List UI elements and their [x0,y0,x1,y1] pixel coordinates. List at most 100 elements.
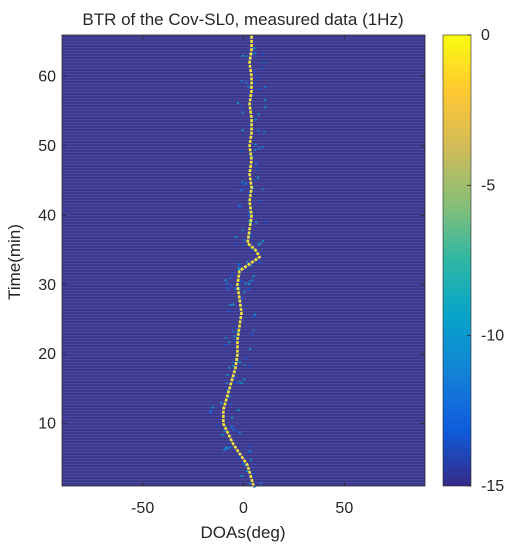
speckle-cell [255,221,258,224]
speckle-cell [244,357,248,360]
speckle-cell [251,279,254,282]
speckle-cell [231,416,234,419]
speckle-cell [223,430,226,432]
speckle-cell [250,235,254,237]
y-tick-label: 30 [38,277,56,294]
speckle-cell [246,261,249,263]
speckle-cell [237,457,241,459]
speckle-cell [229,403,233,405]
y-tick-label: 10 [38,416,56,433]
speckle-cell [250,333,253,336]
speckle-cell [247,288,250,290]
speckle-cell [259,199,262,202]
speckle-cell [229,304,232,306]
axis-ticks: -50 0 50 10 20 30 40 50 60 [38,35,425,517]
speckle-cell [240,304,244,307]
speckle-cell [237,268,241,271]
speckle-cell [232,428,235,431]
chart-title: BTR of the Cov-SL0, measured data (1Hz) [82,10,403,29]
speckle-cell [226,282,229,285]
speckle-cell [248,214,251,216]
speckle-cell [225,382,228,384]
speckle-cell [236,102,239,104]
speckle-cell [244,464,247,467]
y-tick-label: 60 [38,69,56,86]
speckle-cell [224,448,227,451]
speckle-cell [238,361,242,364]
speckle-cell [257,88,261,90]
colorbar-tick-label: -5 [481,177,495,194]
speckle-cell [241,180,244,183]
speckle-cell [227,341,231,344]
speckle-cell [240,296,244,299]
speckle-cell [254,178,257,181]
speckle-cell [239,189,242,192]
peak-ridge-line [222,35,261,487]
speckle-cell [261,146,264,148]
y-tick-label: 20 [38,346,56,363]
speckle-cell [235,235,238,238]
speckle-cell [249,450,252,452]
speckle-cell [233,376,236,379]
speckle-cell [232,303,235,306]
y-axis-label: Time(min) [5,224,24,300]
colorbar [442,34,472,487]
speckle-cell [228,277,232,280]
speckle-cell [258,261,262,264]
speckle-cell [216,424,219,427]
colorbar-tick-label: -10 [481,328,504,345]
speckle-cell [226,287,229,289]
speckle-cell [263,130,266,133]
speckle-cell [233,340,236,342]
heatmap-background [62,35,425,486]
x-tick-label: -50 [131,500,154,517]
speckle-cell [227,310,231,312]
speckle-cell [261,52,264,55]
speckle-cell [253,485,256,488]
speckle-cell [248,482,252,485]
speckle-cell [245,470,249,472]
speckle-cell [223,343,227,346]
speckle-cell [243,290,246,293]
speckle-cell [257,243,260,246]
speckle-cell [248,445,251,448]
speckle-cell [261,240,265,242]
speckle-cell [230,426,234,429]
speckle-cell [247,210,251,213]
speckle-cell [252,329,255,332]
speckle-cell [238,431,241,434]
speckle-cell [211,406,214,409]
speckle-cell [220,401,223,404]
speckle-cell [209,411,212,414]
speckle-cell [256,176,260,179]
speckle-cell [235,242,238,245]
speckle-cell [242,243,245,246]
speckle-cell [231,330,234,333]
speckle-cell [243,378,246,381]
speckle-cell [252,275,256,278]
speckle-cell [239,105,243,108]
speckle-cell [231,365,235,367]
speckle-cell [243,239,246,242]
speckle-cell [231,273,235,276]
speckle-cell [238,206,242,209]
speckle-cell [259,482,263,484]
speckle-cell [262,62,266,65]
speckle-cell [241,182,244,185]
speckle-cell [247,191,251,194]
colorbar-tick-label: 0 [481,27,490,44]
speckle-cell [232,361,235,364]
speckle-cell [257,129,260,132]
speckle-cell [247,283,251,285]
speckle-cell [260,67,263,70]
speckle-cell [224,446,228,449]
speckle-cell [250,264,253,267]
y-tick-label: 50 [38,138,56,155]
speckle-cell [243,364,246,366]
speckle-cell [249,458,253,461]
speckle-cell [245,55,249,58]
speckle-cell [254,52,257,55]
speckle-cell [234,287,237,290]
speckle-cell [263,106,267,109]
